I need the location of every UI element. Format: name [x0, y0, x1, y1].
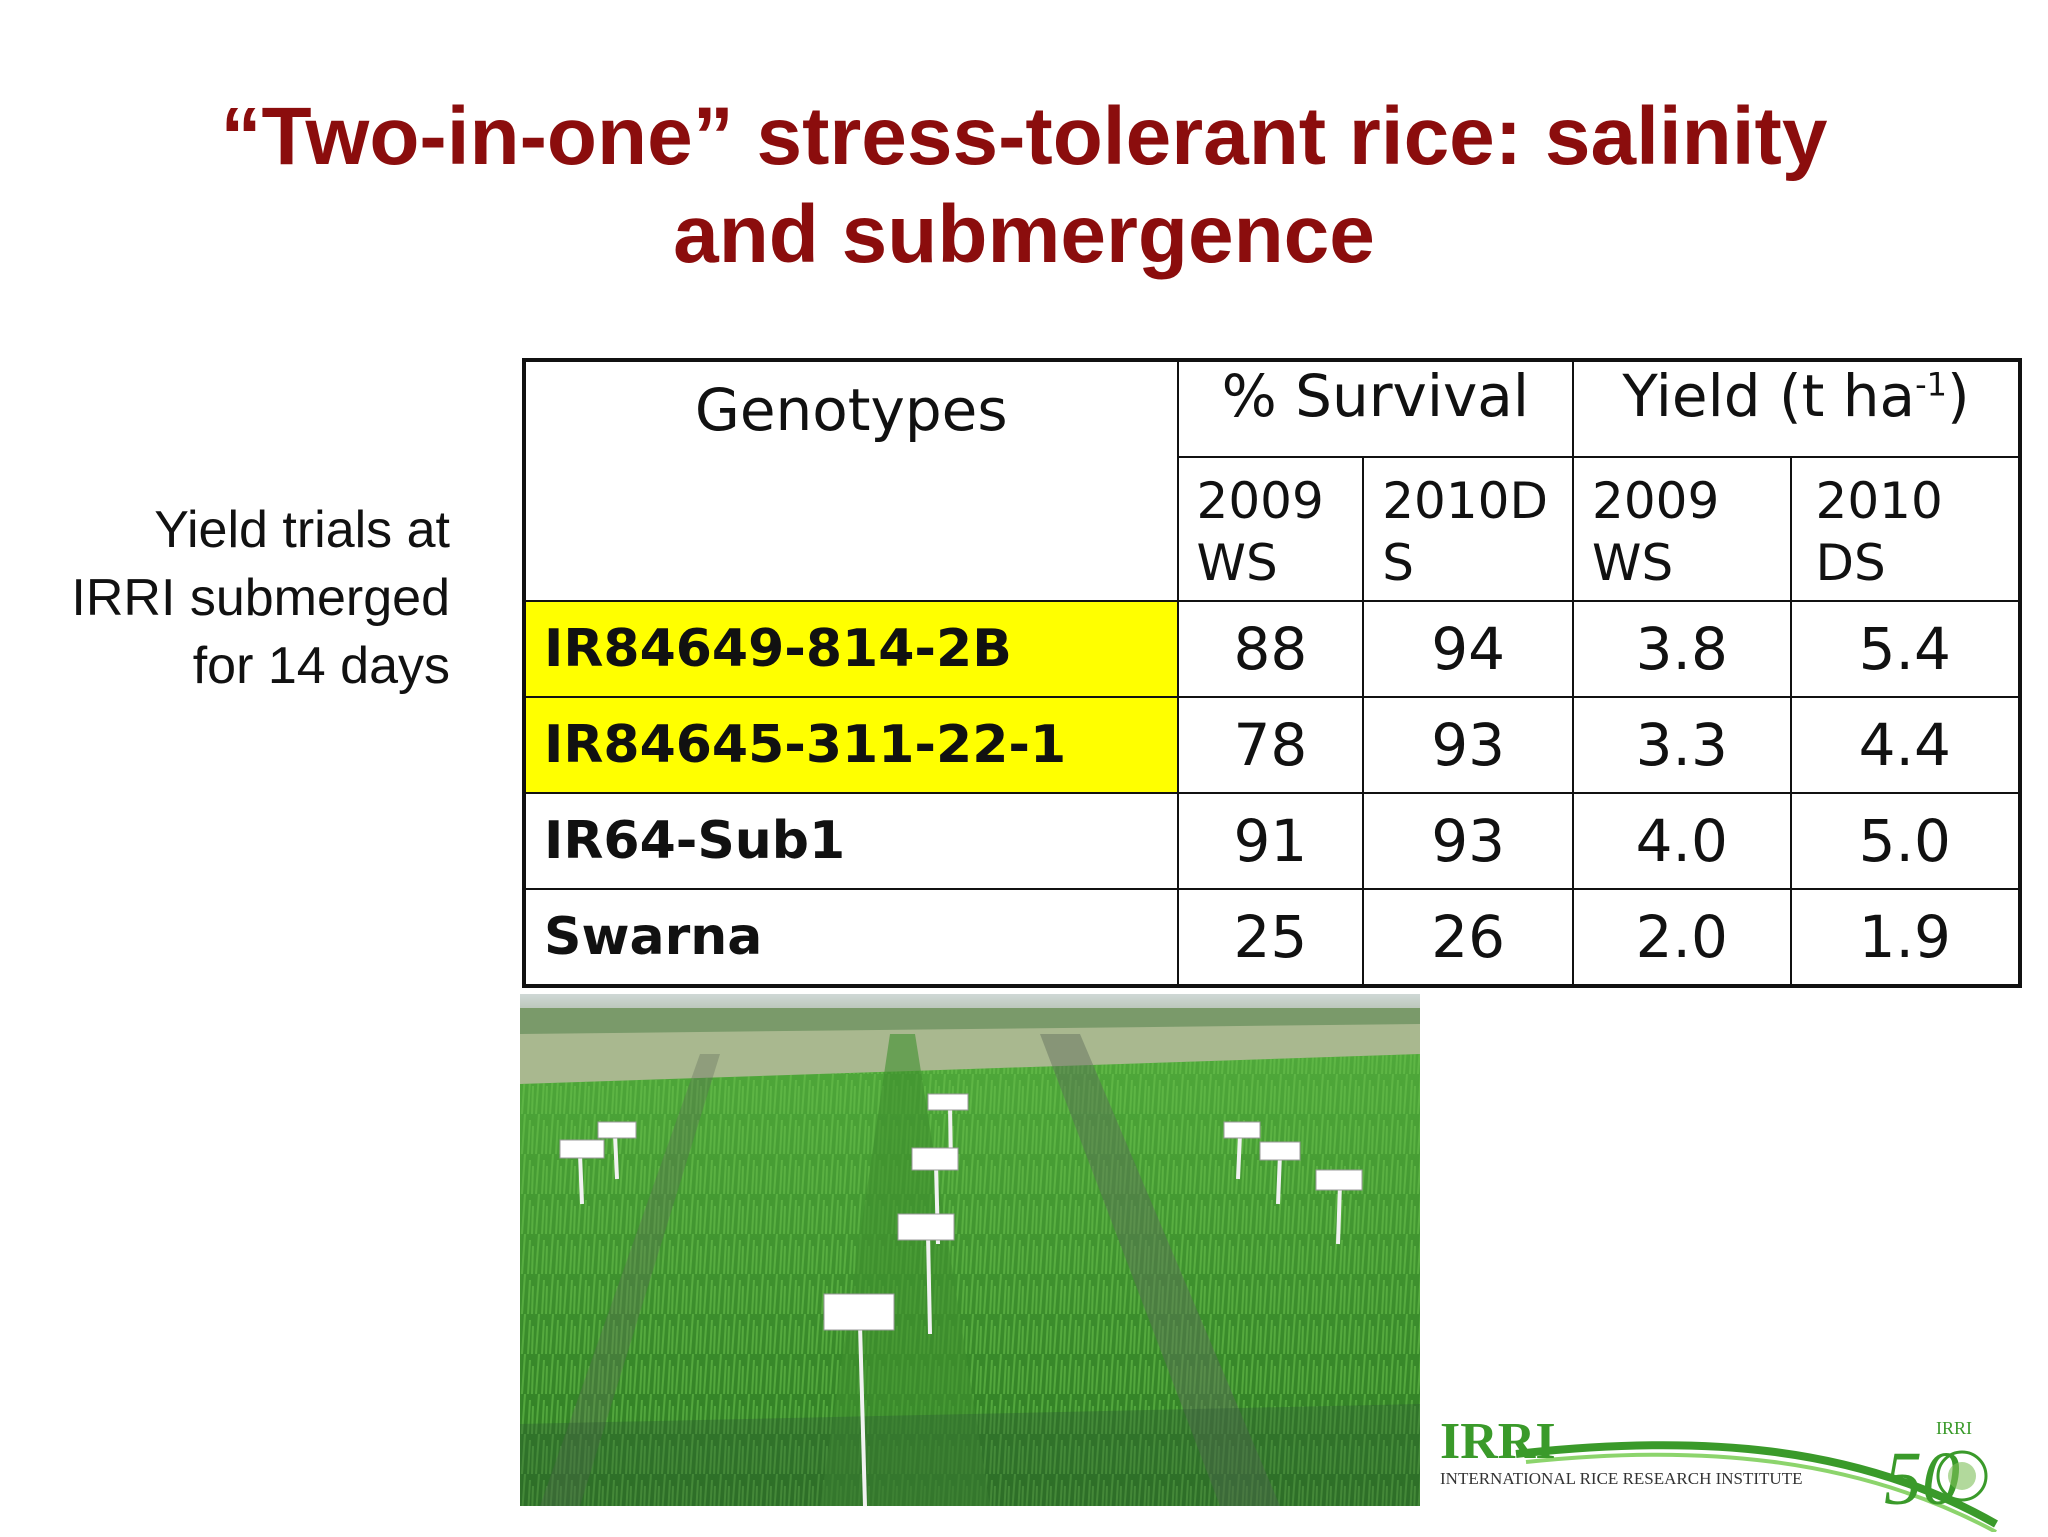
- genotype-cell: IR84645-311-22-1: [523, 696, 1179, 794]
- value-cell: 78: [1176, 696, 1365, 794]
- subheader-year: 2010D: [1382, 472, 1548, 530]
- value-cell: 3.3: [1572, 696, 1792, 794]
- results-table: Genotypes % Survival Yield (t ha-1) 2009…: [522, 358, 2022, 988]
- header-yield-suffix: ): [1946, 362, 1970, 430]
- value-cell: 1.9: [1789, 888, 2022, 987]
- value-cell: 91: [1176, 792, 1365, 890]
- header-yield: Yield (t ha-1): [1572, 359, 2021, 458]
- subheader-season: WS: [1592, 534, 1674, 592]
- value-cell: 93: [1362, 792, 1575, 890]
- subheader-year: 2009: [1592, 472, 1720, 530]
- header-yield-prefix: Yield (t ha: [1622, 362, 1916, 430]
- value-cell: 94: [1362, 600, 1575, 698]
- table-row: IR84649-814-2B 88 94 3.8 5.4: [523, 600, 2022, 698]
- field-photo: [520, 994, 1420, 1506]
- title-line-2: and submergence: [673, 189, 1375, 280]
- irri-logo-graphic: IRRI INTERNATIONAL RICE RESEARCH INSTITU…: [1440, 1413, 1998, 1534]
- value-cell: 88: [1176, 600, 1365, 698]
- subheader-season: WS: [1196, 534, 1278, 592]
- subheader-yield-2010ds: 2010 DS: [1789, 456, 2022, 602]
- globe-icon: [1936, 1450, 1988, 1502]
- irri-logo: IRRI INTERNATIONAL RICE RESEARCH INSTITU…: [1436, 1404, 2036, 1534]
- value-cell: 4.4: [1789, 696, 2022, 794]
- logo-subtitle: INTERNATIONAL RICE RESEARCH INSTITUTE: [1440, 1469, 1802, 1488]
- genotype-cell: IR84649-814-2B: [523, 600, 1179, 698]
- value-cell: 5.4: [1789, 600, 2022, 698]
- title-line-1: “Two-in-one” stress-tolerant rice: salin…: [220, 91, 1828, 182]
- subheader-survival-2010ds: 2010D S: [1362, 456, 1575, 602]
- value-cell: 25: [1176, 888, 1365, 987]
- table-row: IR84645-311-22-1 78 93 3.3 4.4: [523, 696, 2022, 794]
- header-row: Genotypes % Survival Yield (t ha-1): [523, 359, 2021, 602]
- value-cell: 4.0: [1572, 792, 1792, 890]
- rice-field-illustration: [520, 994, 1420, 1506]
- header-genotypes: Genotypes: [523, 359, 1179, 602]
- subheader-season: S: [1382, 534, 1414, 592]
- value-cell: 26: [1362, 888, 1575, 987]
- subheader-survival-2009ws: 2009 WS: [1176, 456, 1365, 602]
- slide-title: “Two-in-one” stress-tolerant rice: salin…: [0, 88, 2048, 284]
- logo-name: IRRI: [1440, 1413, 1556, 1470]
- logo-anniversary: 50: [1884, 1437, 1960, 1521]
- value-cell: 3.8: [1572, 600, 1792, 698]
- genotype-cell: Swarna: [523, 888, 1179, 987]
- subheader-year: 2009: [1196, 472, 1324, 530]
- header-survival: % Survival: [1176, 359, 1575, 458]
- side-note-line: for 14 days: [192, 637, 450, 695]
- subheader-year: 2010: [1815, 472, 1943, 530]
- value-cell: 2.0: [1572, 888, 1792, 987]
- subheader-yield-2009ws: 2009 WS: [1572, 456, 1792, 602]
- subheader-season: DS: [1815, 534, 1886, 592]
- genotype-cell: IR64-Sub1: [523, 792, 1179, 890]
- value-cell: 5.0: [1789, 792, 2022, 890]
- side-note: Yield trials at IRRI submerged for 14 da…: [20, 496, 450, 700]
- table-row: Swarna 25 26 2.0 1.9: [523, 888, 2022, 987]
- value-cell: 93: [1362, 696, 1575, 794]
- table-row: IR64-Sub1 91 93 4.0 5.0: [523, 792, 2022, 890]
- logo-anniversary-label: IRRI: [1936, 1418, 1972, 1438]
- header-yield-sup: -1: [1915, 365, 1947, 404]
- side-note-line: IRRI submerged: [71, 569, 450, 627]
- side-note-line: Yield trials at: [154, 501, 450, 559]
- subheader-row: 2009 WS 2010D S 2009 WS 2010 DS: [524, 456, 2022, 602]
